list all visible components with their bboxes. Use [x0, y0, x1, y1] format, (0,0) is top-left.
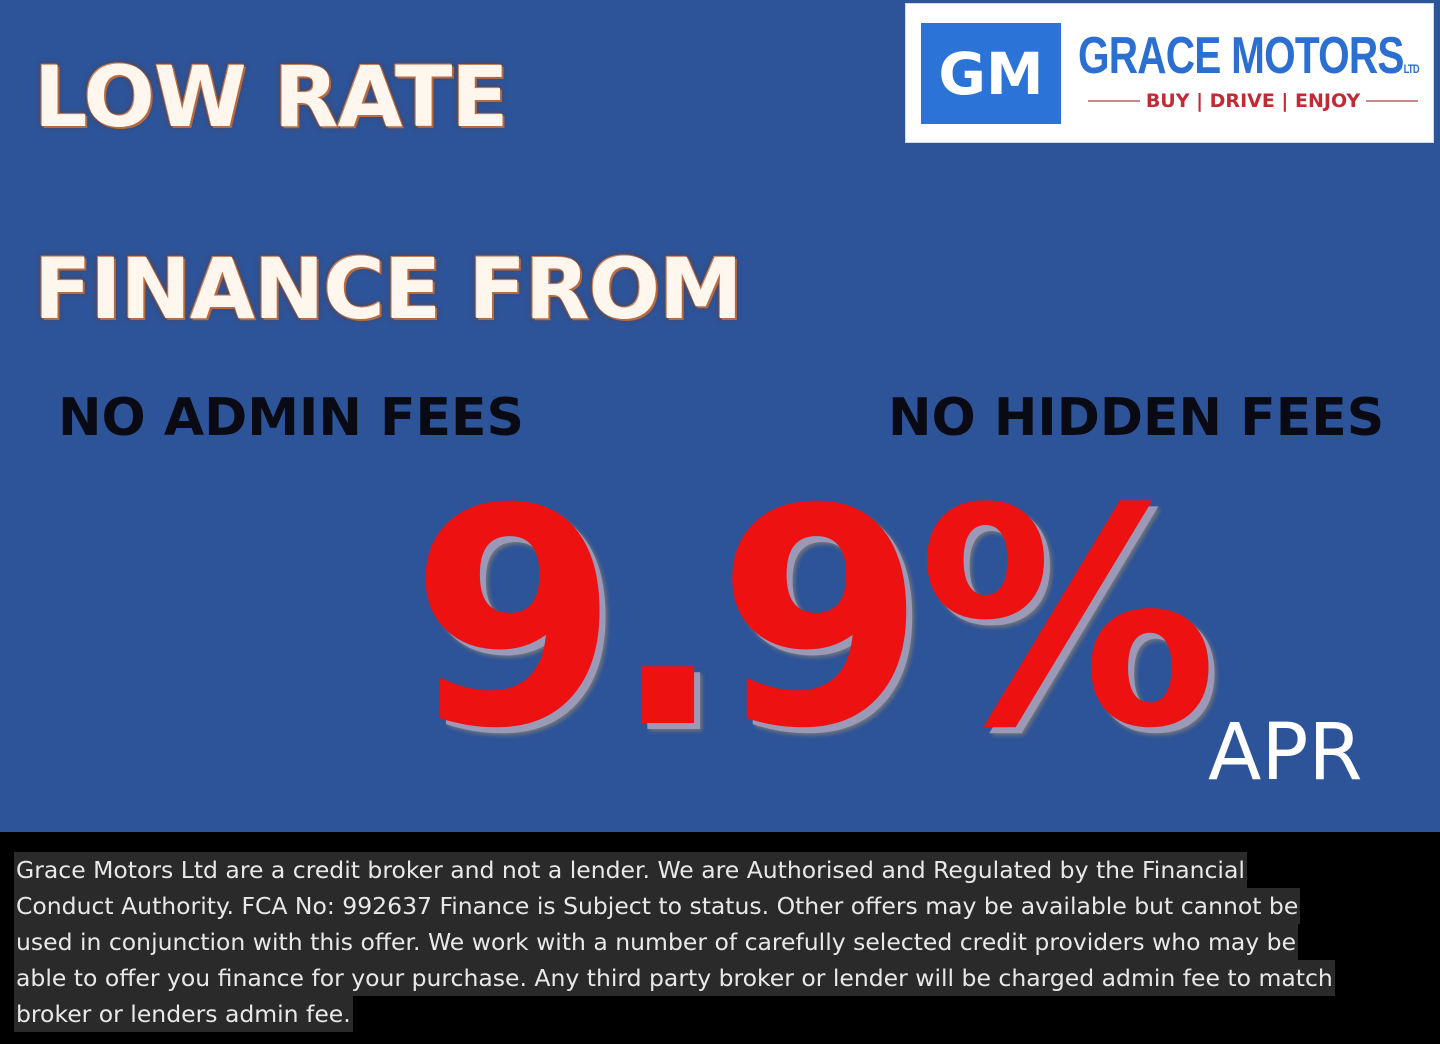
apr-label: APR — [1208, 708, 1363, 798]
finance-banner: LOW RATE FINANCE FROM NO ADMIN FEES NO H… — [34, 3, 1434, 798]
disclaimer: Grace Motors Ltd are a credit broker and… — [0, 832, 1440, 1044]
gm-monogram-icon: GM — [921, 23, 1061, 124]
grace-motors-logo: GM GRACE MOTORSLTD BUY | DRIVE | ENJOY — [905, 3, 1434, 143]
brand-text: GRACE MOTORS — [1078, 27, 1404, 85]
disclaimer-line: broker or lenders admin fee. — [14, 996, 353, 1032]
disclaimer-line: used in conjunction with this offer. We … — [14, 924, 1299, 960]
tagline-text: BUY | DRIVE | ENJOY — [1145, 90, 1361, 112]
headline-line-2: FINANCE FROM — [34, 240, 743, 338]
apr-rate: 9.9% — [410, 445, 1218, 794]
brand-name: GRACE MOTORSLTD — [1078, 26, 1420, 86]
headline-line-1: LOW RATE — [34, 48, 509, 146]
disclaimer-line: Conduct Authority. FCA No: 992637 Financ… — [14, 888, 1301, 924]
brand-suffix: LTD — [1403, 62, 1420, 76]
no-hidden-fees: NO HIDDEN FEES — [888, 388, 1385, 448]
disclaimer-line: Grace Motors Ltd are a credit broker and… — [14, 852, 1247, 888]
tagline: BUY | DRIVE | ENJOY — [1088, 90, 1418, 112]
disclaimer-line: able to offer you finance for your purch… — [14, 960, 1335, 996]
no-admin-fees: NO ADMIN FEES — [58, 388, 524, 448]
